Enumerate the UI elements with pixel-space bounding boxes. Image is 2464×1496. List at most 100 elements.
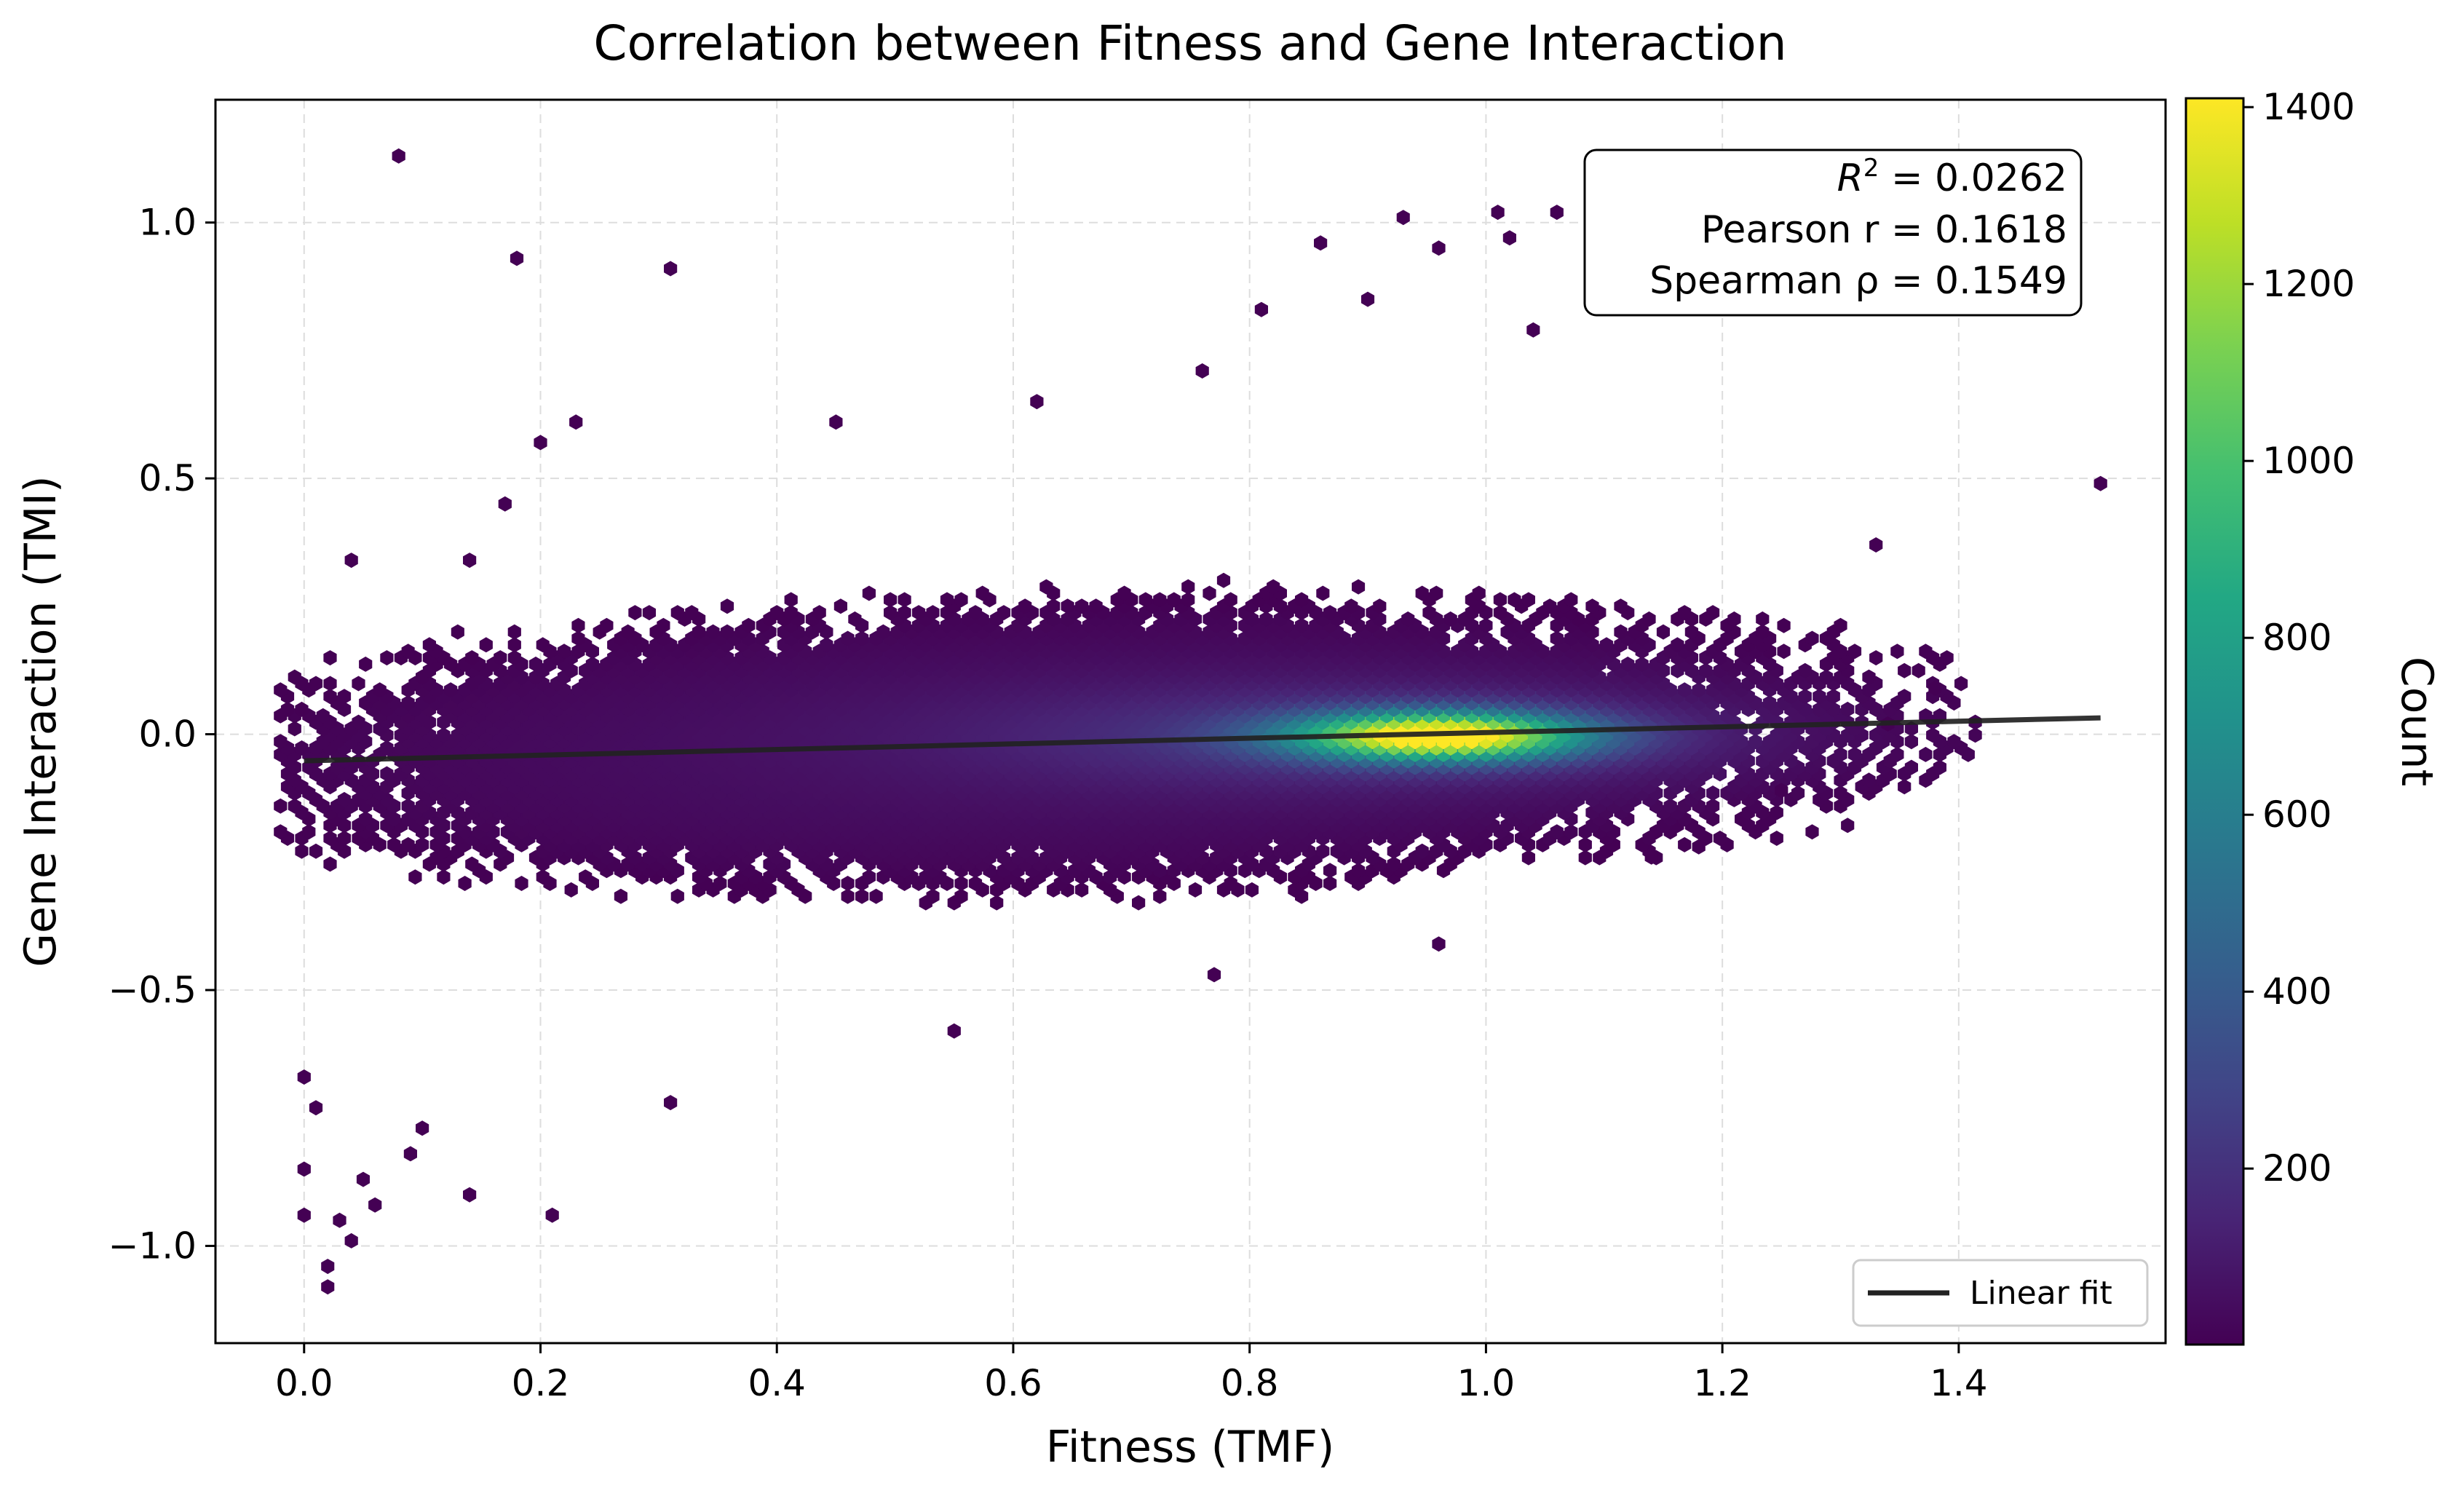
- hex-bin: [1841, 701, 1855, 717]
- hex-bin: [437, 869, 451, 885]
- hex-bin: [1805, 630, 1819, 646]
- x-axis-ticks: 0.0 0.2 0.4 0.6 0.8 1.0 1.2 1.4: [275, 1343, 1988, 1404]
- hex-bin: [628, 605, 642, 621]
- hex-bin: [884, 592, 898, 608]
- colorbar-gradient: [2184, 97, 2245, 1346]
- hex-bin: [288, 669, 301, 685]
- hex-bin-outlier: [344, 1232, 358, 1248]
- hex-bin: [1699, 662, 1713, 678]
- hex-bin: [841, 888, 855, 904]
- hex-bin: [507, 650, 521, 666]
- hex-bin: [337, 689, 352, 705]
- hex-bin: [1834, 617, 1847, 633]
- hex-bin: [685, 605, 699, 621]
- hex-bin-outlier: [297, 1161, 311, 1177]
- hex-bin: [1181, 579, 1195, 595]
- hex-bin: [1933, 759, 1946, 775]
- hex-bin-outlier: [392, 148, 405, 164]
- hex-bin: [373, 682, 387, 698]
- hex-bin: [1635, 656, 1649, 672]
- colorbar-label: Count: [2391, 657, 2442, 786]
- hex-bin: [444, 682, 458, 698]
- hex-bin: [316, 708, 330, 724]
- hex-bin: [1259, 611, 1273, 627]
- hex-bin: [820, 637, 833, 653]
- hex-bin: [1224, 592, 1237, 608]
- hex-bin: [1954, 676, 1968, 692]
- hex-bin: [380, 766, 394, 782]
- hex-bin: [1422, 605, 1436, 621]
- linear-fit-line: [304, 715, 2101, 764]
- hex-bin: [1869, 650, 1883, 666]
- hex-bin-outlier: [1928, 680, 1942, 696]
- hex-bin: [465, 856, 479, 872]
- hex-bin-outlier: [309, 1100, 323, 1116]
- hex-bin: [1890, 644, 1904, 660]
- hex-bin: [458, 876, 472, 891]
- hex-bin: [884, 605, 898, 621]
- hex-bin-outlier: [664, 261, 678, 277]
- hex-bin: [692, 624, 706, 640]
- colorbar: 200 400 600 800 1000 1200 1400 Count: [2184, 86, 2442, 1346]
- hex-bin: [401, 644, 415, 660]
- x-tick-label: 0.0: [275, 1362, 333, 1404]
- hex-bin: [1614, 598, 1628, 614]
- hex-bin: [1713, 831, 1727, 846]
- hex-bin: [855, 888, 869, 904]
- hex-bin: [451, 624, 464, 640]
- hex-bin: [1039, 579, 1053, 595]
- hex-bin: [968, 605, 983, 621]
- hex-bin: [515, 876, 528, 891]
- hex-bin: [1075, 598, 1089, 614]
- hex-bin: [1550, 630, 1564, 646]
- hex-bin: [1415, 585, 1429, 601]
- hex-bin: [295, 843, 309, 859]
- colorbar-tick-label: 200: [2262, 1147, 2332, 1190]
- hex-bin-outlier: [1195, 363, 1209, 379]
- hex-bin: [1521, 592, 1535, 608]
- hex-bin-outlier: [1502, 230, 1516, 246]
- hex-bin-outlier: [1314, 235, 1328, 251]
- hex-bin-outlier: [344, 553, 358, 569]
- hex-bin: [670, 605, 684, 621]
- hex-bin: [1663, 798, 1677, 814]
- hex-bin: [1890, 746, 1904, 762]
- hex-bin: [1316, 585, 1330, 601]
- hex-bin: [1188, 882, 1203, 898]
- hex-bin: [494, 650, 507, 666]
- hex-bin-outlier: [321, 1279, 335, 1295]
- hex-bin: [657, 617, 670, 633]
- hex-bin: [1479, 617, 1493, 633]
- hex-bin-outlier: [463, 553, 477, 569]
- hex-bin-outlier: [1207, 967, 1221, 983]
- hex-bin: [1132, 895, 1146, 911]
- hex-bin: [1770, 804, 1783, 820]
- hex-bin-outlier: [333, 1212, 346, 1228]
- hex-bin: [1692, 682, 1706, 698]
- hex-bin: [1898, 779, 1912, 795]
- hex-bin: [1550, 824, 1564, 840]
- hex-bin: [1167, 592, 1181, 608]
- hex-bin-outlier: [297, 1069, 311, 1085]
- hex-bin: [1181, 592, 1195, 608]
- hex-bin: [323, 856, 337, 872]
- hex-bin: [1061, 598, 1074, 614]
- hex-bin-outlier: [1644, 849, 1658, 865]
- hex-bin: [1904, 759, 1918, 775]
- hex-bin-outlier: [1030, 394, 1044, 410]
- hex-bin: [876, 624, 890, 640]
- hex-bin: [1153, 592, 1167, 608]
- hex-bin: [1642, 611, 1656, 627]
- colorbar-tick-label: 1400: [2262, 86, 2355, 128]
- hex-bin: [309, 676, 323, 692]
- hex-bin: [274, 798, 288, 814]
- hex-bin: [1940, 650, 1954, 666]
- hex-bin: [1926, 727, 1940, 743]
- hex-bin-outlier: [416, 1120, 429, 1136]
- hex-bin: [337, 791, 352, 807]
- hex-bin: [1777, 617, 1791, 633]
- hex-bin: [1847, 746, 1862, 762]
- hex-bin: [1777, 644, 1791, 660]
- hex-bin: [1819, 669, 1834, 685]
- hex-bin: [1443, 611, 1457, 627]
